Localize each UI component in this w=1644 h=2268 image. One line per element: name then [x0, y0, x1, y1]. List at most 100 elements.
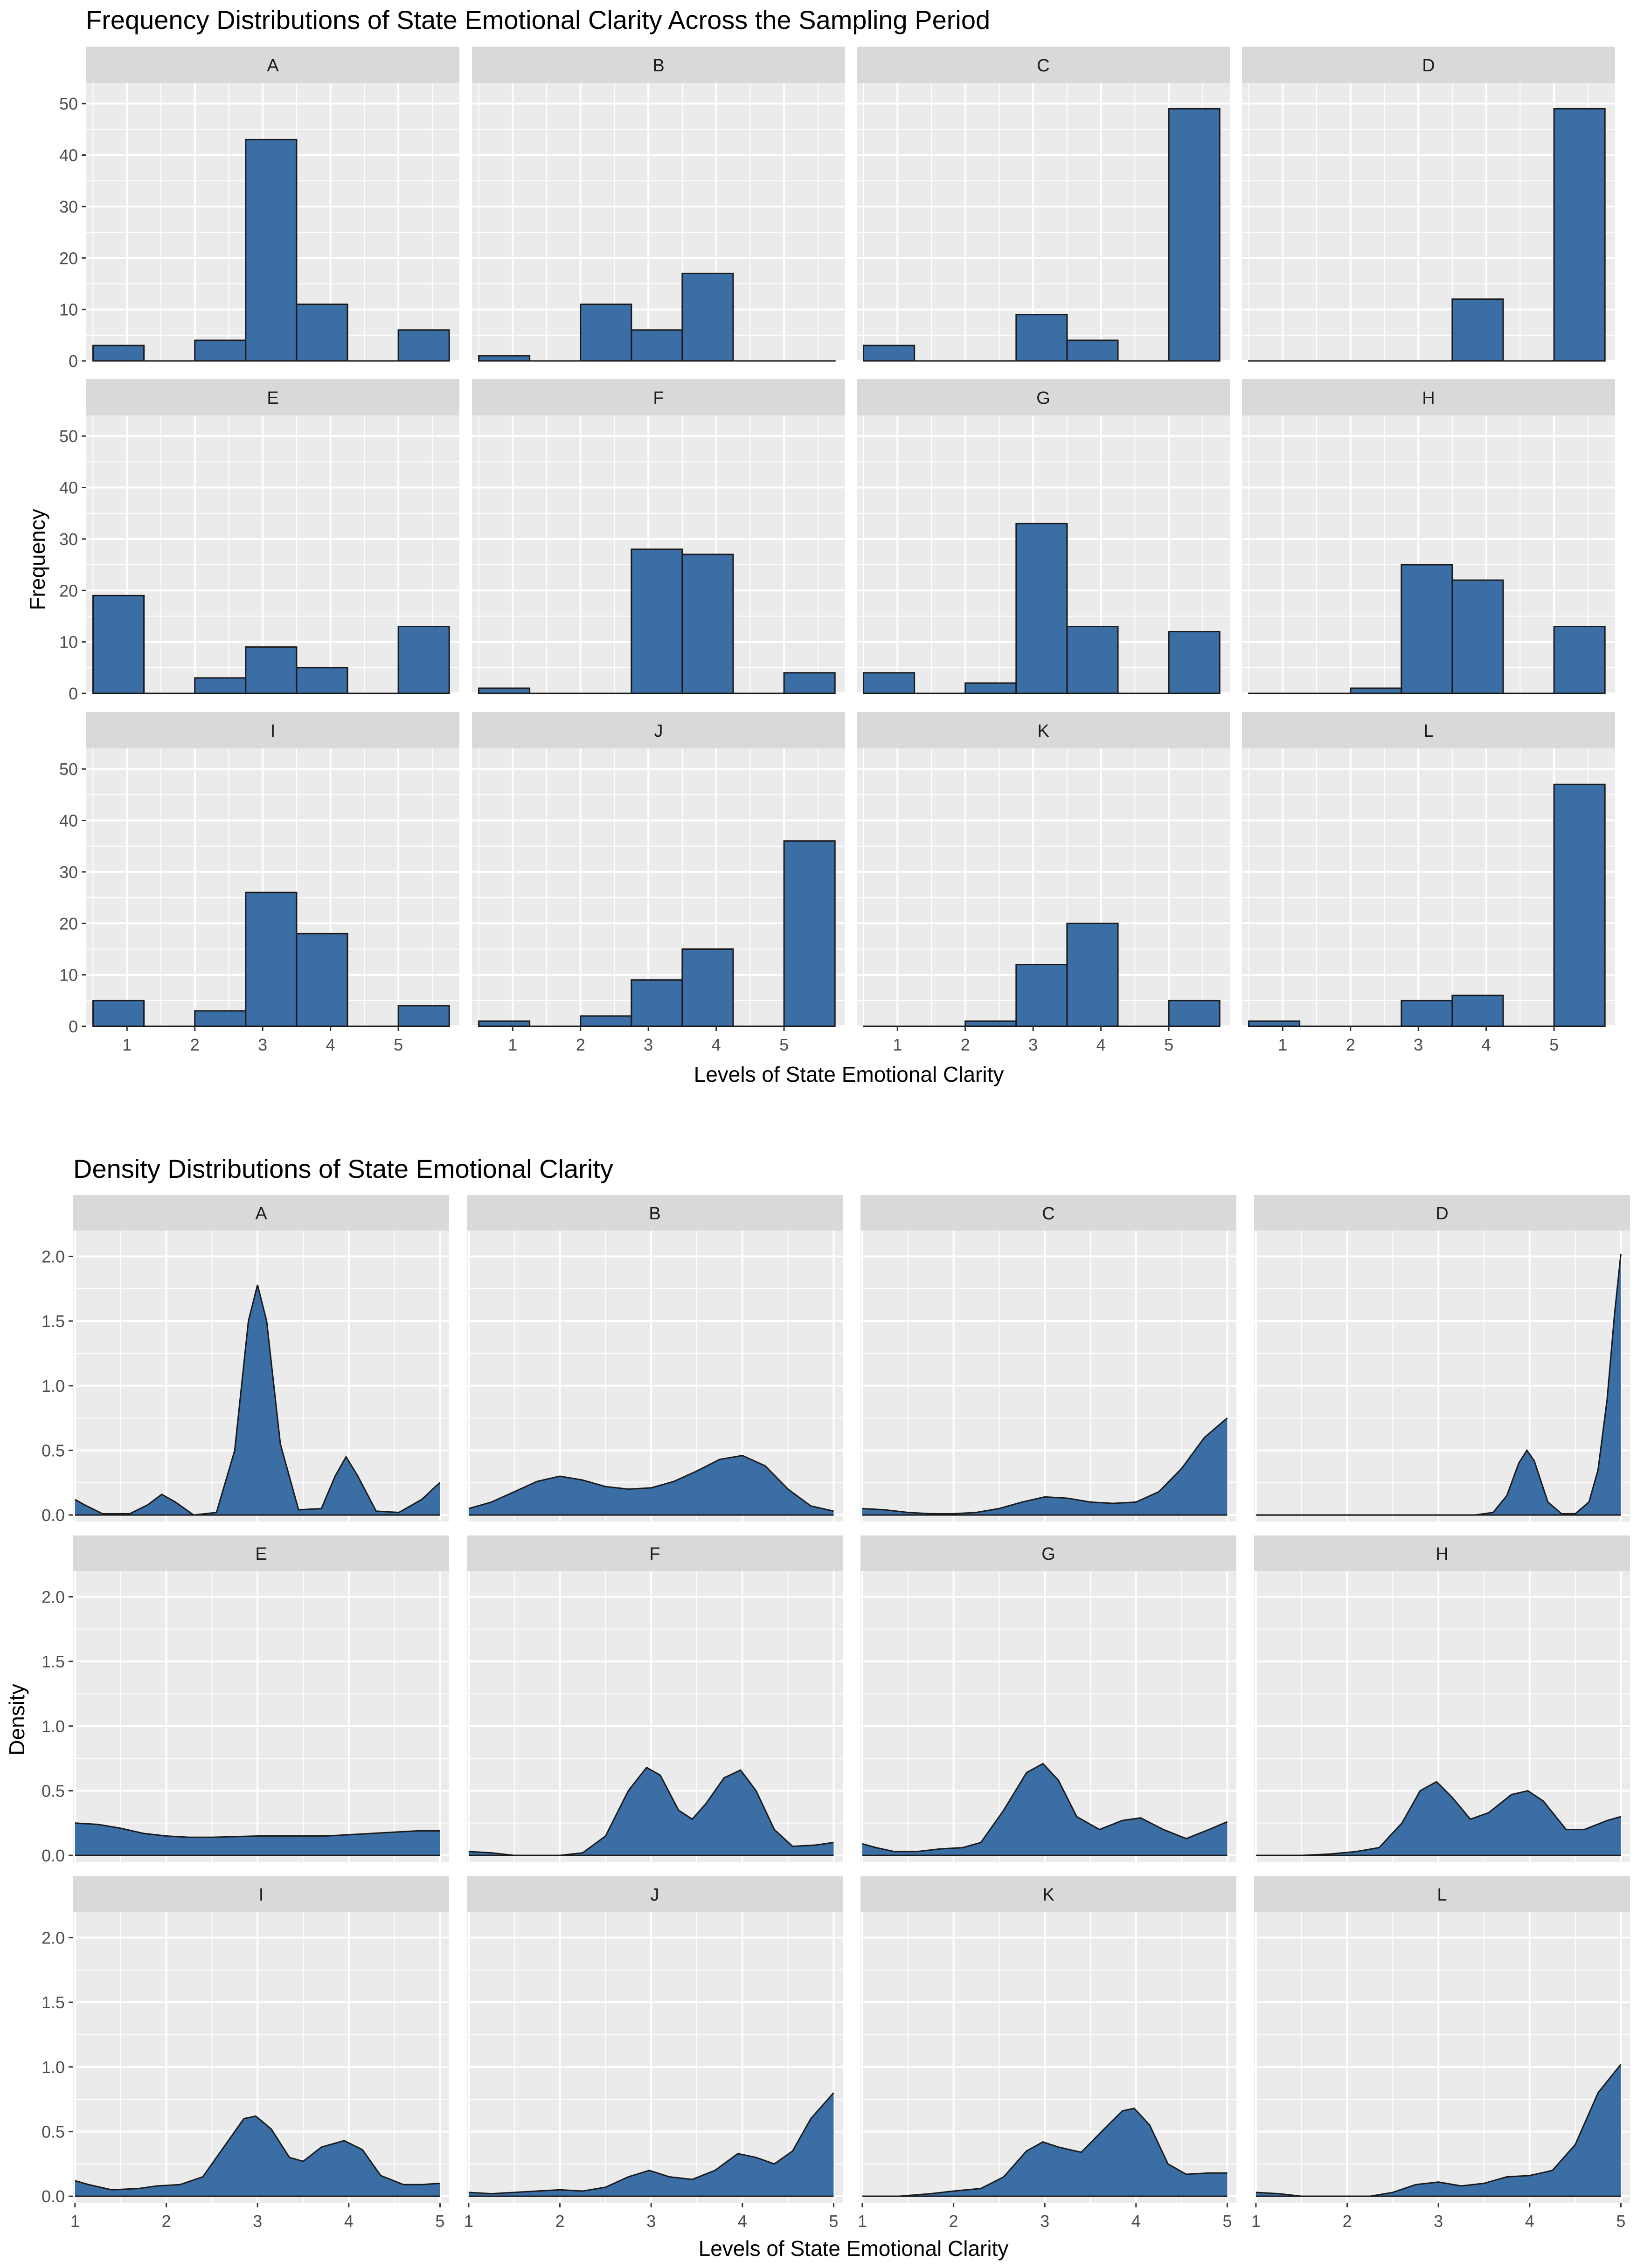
- y-tick-label: 2.0: [42, 1928, 65, 1947]
- facet-strip: [1254, 1195, 1630, 1231]
- histogram-x-axis-label: Levels of State Emotional Clarity: [694, 1062, 1004, 1086]
- density-panel: F: [467, 1535, 843, 1862]
- density-title: Density Distributions of State Emotional…: [73, 1154, 613, 1183]
- density-curve: [1256, 1253, 1622, 1516]
- y-tick-label: 0.5: [42, 1781, 65, 1800]
- x-tick-label: 4: [1096, 1035, 1106, 1054]
- facet-strip: [857, 379, 1230, 415]
- x-tick-label: 5: [435, 2212, 444, 2231]
- facet-strip: [73, 1195, 449, 1231]
- facet-strip: [860, 1535, 1236, 1571]
- histogram-bar: [1066, 626, 1119, 694]
- y-tick-label: 1.5: [42, 1312, 65, 1331]
- density-y-axis-label: Density: [5, 1684, 29, 1755]
- histogram-bar: [1015, 964, 1068, 1027]
- histogram-bar: [245, 892, 298, 1027]
- x-tick-label: 5: [1616, 2212, 1625, 2231]
- x-tick-label: 5: [829, 2212, 838, 2231]
- x-tick-label: 4: [1131, 2212, 1141, 2231]
- facet-strip: [472, 712, 845, 748]
- histogram-panel: I 0 10 20 30 40 50 1 2 3 4 5: [59, 712, 459, 1054]
- panel-background: [73, 1571, 449, 1862]
- histogram-bar: [194, 677, 247, 694]
- facet-strip-label: A: [255, 1204, 267, 1224]
- x-tick-label: 5: [1222, 2212, 1232, 2231]
- x-tick-label: 4: [1482, 1035, 1491, 1054]
- facet-strip-label: F: [653, 388, 664, 408]
- density-curve: [468, 1455, 834, 1512]
- facet-strip-label: I: [259, 1885, 264, 1905]
- density-area: [1256, 1782, 1621, 1856]
- y-tick-label: 10: [59, 966, 78, 985]
- facet-strip-label: B: [649, 1204, 660, 1224]
- histogram-bar: [245, 138, 298, 362]
- y-tick-label: 20: [59, 914, 78, 933]
- facet-strip-label: D: [1422, 56, 1435, 76]
- facet-strip-label: C: [1037, 56, 1049, 76]
- y-tick-label: 0.0: [42, 1506, 65, 1525]
- facet-strip: [86, 47, 459, 83]
- x-tick-label: 2: [555, 2212, 565, 2231]
- x-tick-label: 3: [1040, 2212, 1049, 2231]
- facet-strip-label: G: [1041, 1544, 1055, 1564]
- panel-background: [467, 1912, 843, 2203]
- histogram-bar: [580, 1015, 632, 1027]
- histogram-bar: [631, 979, 683, 1027]
- facet-strip-label: F: [649, 1544, 660, 1564]
- density-area: [75, 2116, 440, 2197]
- y-tick-label: 0.5: [42, 2122, 65, 2141]
- histogram-bar: [478, 687, 531, 694]
- histogram-y-axis-label: Frequency: [25, 509, 49, 610]
- y-tick-label: 20: [59, 249, 78, 268]
- y-tick-label: 30: [59, 863, 78, 882]
- x-tick-label: 4: [712, 1035, 721, 1054]
- x-tick-label: 1: [70, 2212, 80, 2231]
- facet-strip-label: H: [1436, 1544, 1448, 1564]
- x-tick-label: 3: [258, 1035, 267, 1054]
- x-tick-label: 4: [344, 2212, 354, 2231]
- histogram-bar: [245, 646, 298, 694]
- facet-strip-label: J: [651, 1885, 659, 1905]
- density-facets: A 0.0 0.5 1.0 1.5 2.0 B C D E 0.0 0.5 1.0 1.5 2.0 F G H I 0…: [42, 1195, 1630, 2231]
- histogram-bar: [631, 548, 683, 694]
- histogram-bar: [1401, 1000, 1453, 1027]
- facet-strip: [860, 1195, 1236, 1231]
- density-area: [75, 1823, 440, 1856]
- x-tick-label: 1: [1251, 2212, 1261, 2231]
- facet-strip: [857, 47, 1230, 83]
- y-tick-label: 1.5: [42, 1993, 65, 2012]
- x-tick-label: 3: [253, 2212, 262, 2231]
- density-panel: A 0.0 0.5 1.0 1.5 2.0: [42, 1195, 449, 1525]
- histogram-panel: H: [1242, 379, 1615, 694]
- facet-strip: [1242, 712, 1615, 748]
- histogram-bar: [1066, 339, 1119, 362]
- density-curve: [75, 1822, 440, 1838]
- histogram-panel: B: [472, 47, 845, 362]
- y-tick-label: 1.0: [42, 2058, 65, 2077]
- x-tick-label: 2: [949, 2212, 958, 2231]
- x-tick-label: 3: [1434, 2212, 1443, 2231]
- density-panel: J 1 2 3 4 5: [464, 1876, 843, 2231]
- y-tick-label: 2.0: [42, 1587, 65, 1606]
- histogram-bar: [580, 304, 632, 362]
- x-tick-label: 2: [1346, 1035, 1355, 1054]
- facet-strip-label: J: [654, 721, 663, 741]
- panel-background: [472, 83, 845, 361]
- x-tick-label: 4: [326, 1035, 335, 1054]
- density-area: [468, 1767, 834, 1856]
- facet-strip: [472, 47, 845, 83]
- y-tick-label: 40: [59, 811, 78, 830]
- facet-strip: [86, 379, 459, 415]
- panel-background: [1254, 1231, 1630, 1521]
- histogram-panel: K 1 2 3 4 5: [857, 712, 1230, 1054]
- y-tick-label: 50: [59, 427, 78, 446]
- histogram-facets: A 0 10 20 30 40 50 B C D E 0 10 20 30 40 50 F G H I 0 10 20 30 40…: [59, 47, 1615, 1054]
- histogram-bar: [681, 553, 734, 694]
- x-tick-label: 1: [464, 2212, 473, 2231]
- histogram-bar: [296, 304, 348, 362]
- histogram-bar: [1015, 523, 1068, 694]
- histogram-bar: [783, 672, 836, 694]
- x-tick-label: 4: [1525, 2212, 1534, 2231]
- histogram-bar: [92, 1000, 145, 1027]
- facet-strip-label: A: [267, 56, 279, 76]
